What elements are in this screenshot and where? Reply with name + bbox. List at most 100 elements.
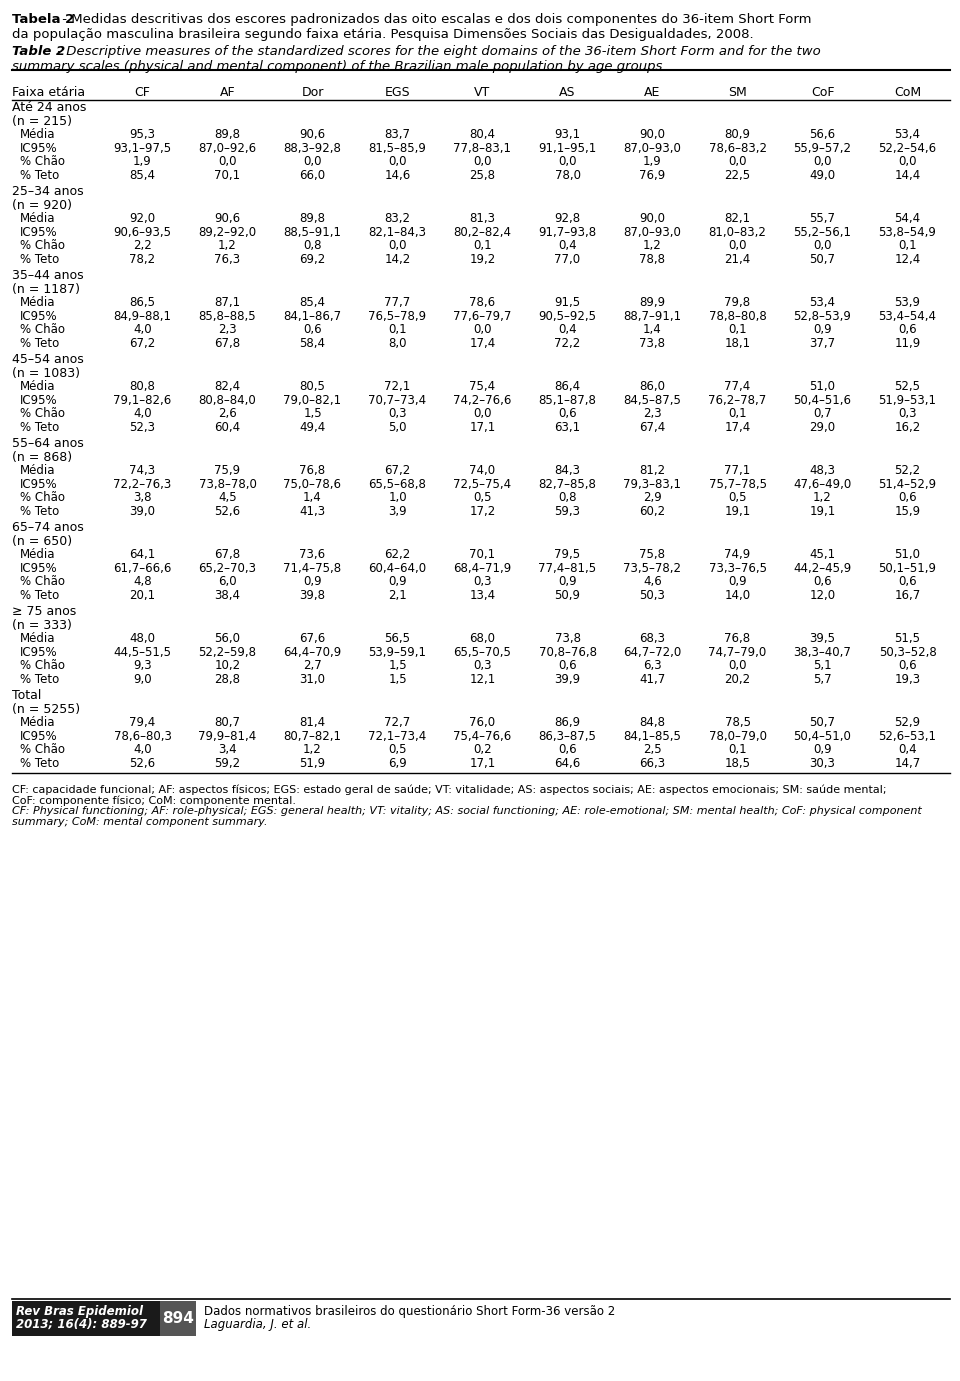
- Text: 72,1–73,4: 72,1–73,4: [369, 729, 426, 743]
- Text: 80,4: 80,4: [469, 128, 495, 141]
- Text: 78,8: 78,8: [639, 253, 665, 265]
- Text: CF: Physical functioning; AF: role-physical; EGS: general health; VT: vitality; : CF: Physical functioning; AF: role-physi…: [12, 807, 922, 816]
- Text: 48,3: 48,3: [809, 464, 835, 476]
- Text: 67,8: 67,8: [214, 548, 241, 561]
- Text: Rev Bras Epidemiol: Rev Bras Epidemiol: [16, 1305, 143, 1317]
- Text: 88,3–92,8: 88,3–92,8: [283, 141, 342, 155]
- Text: IC95%: IC95%: [20, 141, 58, 155]
- Text: 93,1: 93,1: [555, 128, 581, 141]
- Text: 73,8: 73,8: [639, 337, 665, 349]
- Text: IC95%: IC95%: [20, 309, 58, 323]
- Text: 2,3: 2,3: [643, 407, 661, 420]
- Text: EGS: EGS: [385, 86, 410, 99]
- Text: 44,5–51,5: 44,5–51,5: [113, 645, 172, 659]
- Text: 83,7: 83,7: [385, 128, 411, 141]
- Text: Faixa etária: Faixa etária: [12, 86, 85, 99]
- Text: 75,4–76,6: 75,4–76,6: [453, 729, 512, 743]
- Text: 78,6–83,2: 78,6–83,2: [708, 141, 766, 155]
- Text: 0,6: 0,6: [899, 574, 917, 588]
- Text: 0,6: 0,6: [558, 743, 577, 755]
- Text: Table 2: Table 2: [12, 46, 65, 58]
- Text: 39,9: 39,9: [555, 673, 581, 685]
- Text: 76,5–78,9: 76,5–78,9: [369, 309, 426, 323]
- Text: 0,6: 0,6: [899, 492, 917, 504]
- Text: 64,1: 64,1: [130, 548, 156, 561]
- Text: 38,4: 38,4: [214, 588, 241, 602]
- Text: 10,2: 10,2: [214, 659, 241, 673]
- Text: 1,2: 1,2: [303, 743, 322, 755]
- Text: 79,5: 79,5: [555, 548, 581, 561]
- Text: 2,5: 2,5: [643, 743, 661, 755]
- Text: 37,7: 37,7: [809, 337, 835, 349]
- Text: 70,8–76,8: 70,8–76,8: [539, 645, 596, 659]
- Text: 84,8: 84,8: [639, 715, 665, 729]
- Text: 69,2: 69,2: [300, 253, 325, 265]
- Text: 76,8: 76,8: [725, 632, 751, 645]
- Text: 39,0: 39,0: [130, 504, 156, 518]
- Text: 51,0: 51,0: [809, 380, 835, 394]
- Text: 52,8–53,9: 52,8–53,9: [794, 309, 852, 323]
- Text: 90,6: 90,6: [214, 213, 241, 225]
- Text: IC95%: IC95%: [20, 225, 58, 239]
- Text: 6,3: 6,3: [643, 659, 661, 673]
- Text: CF: capacidade funcional; AF: aspectos físicos; EGS: estado geral de saúde; VT: : CF: capacidade funcional; AF: aspectos f…: [12, 784, 886, 794]
- Text: 55,7: 55,7: [809, 213, 835, 225]
- Text: (n = 5255): (n = 5255): [12, 703, 80, 715]
- Text: 85,1–87,8: 85,1–87,8: [539, 394, 596, 406]
- Text: 64,6: 64,6: [554, 757, 581, 769]
- Text: 77,4: 77,4: [725, 380, 751, 394]
- Text: 0,0: 0,0: [729, 659, 747, 673]
- Text: 1,4: 1,4: [303, 492, 322, 504]
- Text: 50,3: 50,3: [639, 588, 665, 602]
- Text: Média: Média: [20, 632, 56, 645]
- Text: 87,0–93,0: 87,0–93,0: [624, 141, 682, 155]
- Text: % Chão: % Chão: [20, 743, 65, 755]
- Text: IC95%: IC95%: [20, 478, 58, 490]
- Text: 51,0: 51,0: [895, 548, 921, 561]
- Text: 0,1: 0,1: [388, 323, 407, 336]
- Text: 12,4: 12,4: [895, 253, 921, 265]
- Text: 92,0: 92,0: [130, 213, 156, 225]
- Text: 21,4: 21,4: [725, 253, 751, 265]
- Text: 68,3: 68,3: [639, 632, 665, 645]
- Text: summary; CoM: mental component summary.: summary; CoM: mental component summary.: [12, 818, 268, 827]
- Text: 76,9: 76,9: [639, 168, 665, 181]
- Text: 1,5: 1,5: [303, 407, 322, 420]
- Text: 50,7: 50,7: [809, 253, 835, 265]
- Text: 0,5: 0,5: [729, 492, 747, 504]
- Text: - Descriptive measures of the standardized scores for the eight domains of the 3: - Descriptive measures of the standardiz…: [53, 46, 821, 58]
- Text: CoF: CoF: [811, 86, 834, 99]
- Text: 50,7: 50,7: [809, 715, 835, 729]
- Text: 4,6: 4,6: [643, 574, 661, 588]
- Text: 95,3: 95,3: [130, 128, 156, 141]
- Text: 80,7: 80,7: [214, 715, 241, 729]
- Text: 2,7: 2,7: [303, 659, 322, 673]
- Text: 0,0: 0,0: [813, 239, 831, 251]
- Text: 50,9: 50,9: [555, 588, 581, 602]
- Text: 30,3: 30,3: [809, 757, 835, 769]
- Text: 90,5–92,5: 90,5–92,5: [539, 309, 596, 323]
- Text: IC95%: IC95%: [20, 394, 58, 406]
- Text: (n = 920): (n = 920): [12, 199, 72, 211]
- Text: 53,4: 53,4: [809, 296, 835, 309]
- Text: 0,4: 0,4: [558, 323, 577, 336]
- Text: 55,2–56,1: 55,2–56,1: [794, 225, 852, 239]
- Text: 85,4: 85,4: [300, 296, 325, 309]
- Text: 14,7: 14,7: [895, 757, 921, 769]
- Text: IC95%: IC95%: [20, 645, 58, 659]
- Text: 0,9: 0,9: [729, 574, 747, 588]
- Text: 65,5–68,8: 65,5–68,8: [369, 478, 426, 490]
- Text: IC95%: IC95%: [20, 562, 58, 574]
- Text: 78,0: 78,0: [555, 168, 581, 181]
- Text: Média: Média: [20, 715, 56, 729]
- Text: 80,8: 80,8: [130, 380, 156, 394]
- Text: 0,6: 0,6: [899, 659, 917, 673]
- Text: 65,2–70,3: 65,2–70,3: [199, 562, 256, 574]
- Text: 74,0: 74,0: [469, 464, 495, 476]
- Text: 53,4–54,4: 53,4–54,4: [878, 309, 937, 323]
- Text: % Teto: % Teto: [20, 588, 60, 602]
- Text: 1,2: 1,2: [813, 492, 832, 504]
- Text: 0,6: 0,6: [303, 323, 322, 336]
- Text: 0,0: 0,0: [473, 323, 492, 336]
- Text: 85,8–88,5: 85,8–88,5: [199, 309, 256, 323]
